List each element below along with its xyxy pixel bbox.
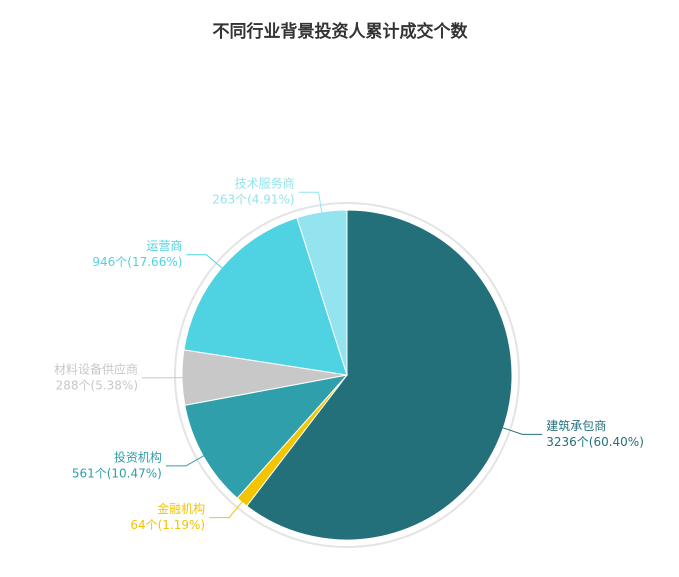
- slice-value-label: 64个(1.19%): [130, 518, 205, 532]
- slice-label: 运营商: [146, 238, 182, 253]
- slice-label: 材料设备供应商: [54, 361, 138, 376]
- slice-label: 投资机构: [114, 449, 162, 464]
- chart-title: 不同行业背景投资人累计成交个数: [213, 21, 469, 42]
- slice-value-label: 561个(10.47%): [72, 466, 162, 480]
- leader-line: [501, 427, 542, 434]
- slice-value-label: 263个(4.91%): [212, 193, 294, 207]
- slice-label: 建筑承包商: [546, 418, 606, 433]
- slice-value-label: 3236个(60.40%): [546, 435, 644, 449]
- slice-label: 技术服务商: [235, 176, 295, 191]
- leader-line: [299, 192, 322, 214]
- slice-value-label: 946个(17.66%): [92, 255, 182, 269]
- slice-value-label: 288个(5.38%): [56, 378, 138, 392]
- slice-label: 金融机构: [157, 501, 205, 516]
